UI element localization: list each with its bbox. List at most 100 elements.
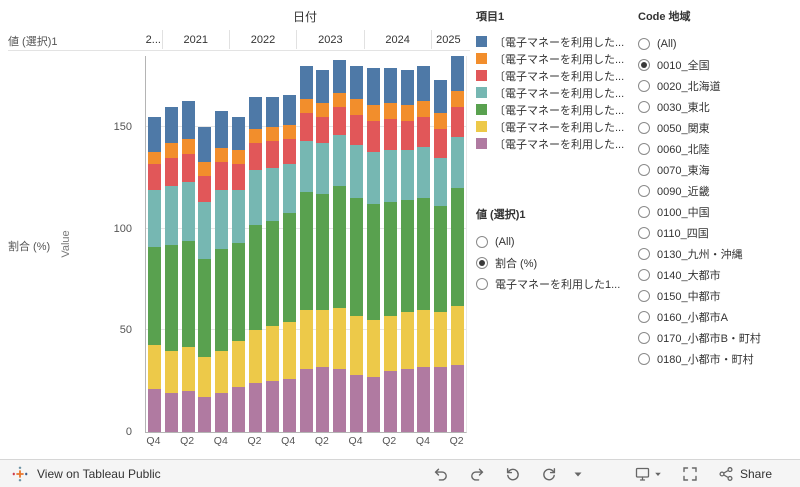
bar-segment[interactable]: [198, 161, 212, 176]
revert-button[interactable]: [503, 464, 523, 484]
bar-segment[interactable]: [316, 194, 330, 311]
bar-segment[interactable]: [400, 149, 414, 201]
bar-segment[interactable]: [434, 157, 448, 207]
bar-segment[interactable]: [282, 163, 296, 213]
bar-segment[interactable]: [366, 151, 380, 205]
bar-segment[interactable]: [164, 157, 178, 187]
bar[interactable]: [265, 96, 279, 432]
bar[interactable]: [451, 56, 465, 432]
bar-segment[interactable]: [316, 366, 330, 432]
bar-segment[interactable]: [417, 366, 431, 432]
bar-segment[interactable]: [400, 312, 414, 369]
bar-segment[interactable]: [215, 161, 229, 191]
bar-segment[interactable]: [248, 169, 262, 225]
bar-segment[interactable]: [333, 92, 347, 107]
bar-segment[interactable]: [333, 135, 347, 187]
bar[interactable]: [383, 68, 397, 432]
radio-icon[interactable]: [638, 289, 650, 302]
bar-segment[interactable]: [366, 121, 380, 152]
bar-segment[interactable]: [350, 375, 364, 432]
bar-segment[interactable]: [299, 369, 313, 432]
radio-icon[interactable]: [476, 277, 488, 290]
bar-segment[interactable]: [366, 377, 380, 432]
bar-segment[interactable]: [451, 188, 465, 306]
bar-segment[interactable]: [181, 346, 195, 392]
bar-segment[interactable]: [147, 163, 161, 191]
bar-segment[interactable]: [333, 186, 347, 309]
region-select-option[interactable]: 0160_小都市A: [638, 306, 796, 327]
bar-segment[interactable]: [164, 245, 178, 351]
refresh-button[interactable]: [539, 464, 559, 484]
region-select-option[interactable]: 0010_全国: [638, 54, 796, 75]
bar-segment[interactable]: [383, 149, 397, 203]
bar-segment[interactable]: [198, 259, 212, 357]
bar-segment[interactable]: [451, 137, 465, 189]
bar-segment[interactable]: [198, 127, 212, 162]
bar-segment[interactable]: [164, 350, 178, 394]
bar-segment[interactable]: [316, 143, 330, 195]
bar-segment[interactable]: [265, 127, 279, 142]
legend-item[interactable]: 〔電子マネーを利用した...: [476, 33, 630, 50]
bar-segment[interactable]: [299, 98, 313, 113]
region-select-option[interactable]: 0020_北海道: [638, 75, 796, 96]
bar-segment[interactable]: [198, 202, 212, 260]
bar[interactable]: [400, 70, 414, 432]
bar-segment[interactable]: [282, 125, 296, 140]
bar-segment[interactable]: [316, 310, 330, 367]
bar-segment[interactable]: [417, 310, 431, 367]
bar[interactable]: [248, 96, 262, 432]
download-button[interactable]: [633, 464, 664, 484]
bar-segment[interactable]: [282, 379, 296, 432]
bar-segment[interactable]: [265, 220, 279, 327]
bar-segment[interactable]: [248, 224, 262, 331]
radio-selected-icon[interactable]: [638, 58, 650, 71]
radio-icon[interactable]: [638, 121, 650, 134]
bar-segment[interactable]: [316, 117, 330, 144]
bar-segment[interactable]: [434, 112, 448, 130]
bar[interactable]: [316, 70, 330, 432]
radio-icon[interactable]: [476, 235, 488, 248]
radio-icon[interactable]: [638, 247, 650, 260]
radio-icon[interactable]: [638, 184, 650, 197]
region-select-option[interactable]: 0030_東北: [638, 96, 796, 117]
bar[interactable]: [299, 66, 313, 432]
bar-segment[interactable]: [181, 240, 195, 347]
bar-segment[interactable]: [417, 66, 431, 101]
bar-segment[interactable]: [164, 393, 178, 432]
bar-segment[interactable]: [282, 94, 296, 126]
bar-segment[interactable]: [164, 143, 178, 158]
bar-segment[interactable]: [366, 320, 380, 378]
bar-segment[interactable]: [400, 70, 414, 105]
bar-segment[interactable]: [181, 139, 195, 154]
bar-segment[interactable]: [232, 190, 246, 244]
region-select-option[interactable]: 0090_近畿: [638, 180, 796, 201]
bar-segment[interactable]: [147, 117, 161, 152]
bar-segment[interactable]: [333, 369, 347, 432]
more-actions-button[interactable]: [571, 467, 585, 481]
bar-segment[interactable]: [248, 383, 262, 432]
bar[interactable]: [181, 100, 195, 432]
bar-segment[interactable]: [232, 387, 246, 432]
bar[interactable]: [164, 106, 178, 432]
bar[interactable]: [434, 80, 448, 432]
bar-segment[interactable]: [232, 340, 246, 388]
bar[interactable]: [215, 110, 229, 432]
region-select-option[interactable]: 0130_九州・沖縄: [638, 243, 796, 264]
region-select-option[interactable]: 0100_中国: [638, 201, 796, 222]
radio-icon[interactable]: [638, 79, 650, 92]
undo-button[interactable]: [431, 464, 451, 484]
bar[interactable]: [282, 94, 296, 432]
bar-segment[interactable]: [316, 70, 330, 103]
bar-segment[interactable]: [451, 56, 465, 91]
bar-segment[interactable]: [383, 371, 397, 432]
bar-segment[interactable]: [400, 121, 414, 150]
bar-segment[interactable]: [198, 397, 212, 432]
bar-segment[interactable]: [451, 306, 465, 365]
bar-segment[interactable]: [350, 198, 364, 317]
legend-item[interactable]: 〔電子マネーを利用した...: [476, 135, 630, 152]
bar-segment[interactable]: [215, 249, 229, 351]
bar[interactable]: [147, 117, 161, 432]
bar-segment[interactable]: [417, 117, 431, 148]
bar-segment[interactable]: [215, 393, 229, 432]
bar-segment[interactable]: [417, 147, 431, 199]
